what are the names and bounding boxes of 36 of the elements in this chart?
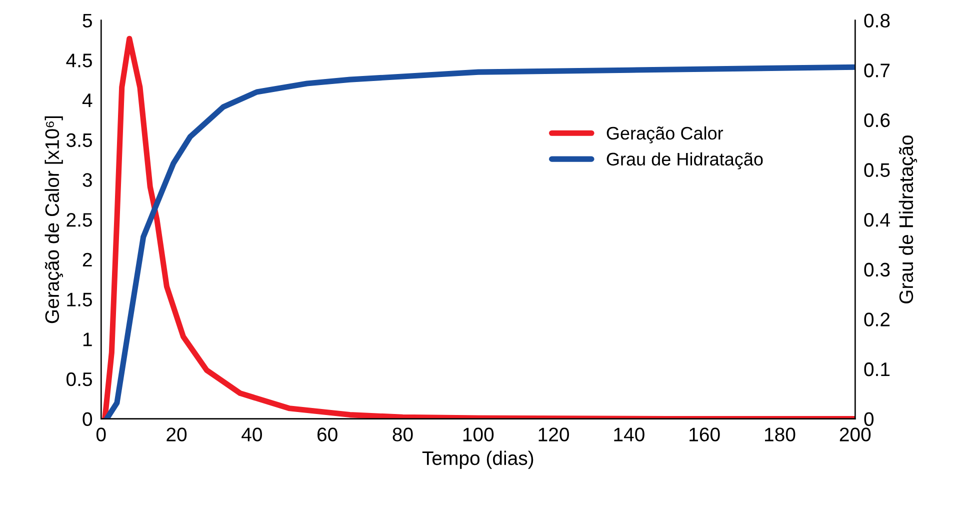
x-tick-label: 40 <box>242 428 262 442</box>
y2-tick-label: 0.7 <box>864 64 890 78</box>
y-tick-label: 0 <box>82 412 92 426</box>
y-tick-label: 5 <box>82 14 92 28</box>
x-tick-label: 60 <box>318 428 338 442</box>
y-tick-label: 2 <box>82 252 92 266</box>
x-tick-label: 160 <box>690 428 720 442</box>
x-tick-label: 180 <box>765 428 796 442</box>
y2-tick-label: 0.1 <box>864 362 890 376</box>
y-tick-label: 3.5 <box>66 133 92 148</box>
y2-tick-label: 0.8 <box>864 14 890 28</box>
y-tick-label: 0.5 <box>66 372 92 386</box>
y2-tick-label: 0 <box>864 412 874 426</box>
x-tick-label: 120 <box>538 428 569 442</box>
y-tick-label: 4.5 <box>66 54 92 68</box>
y-tick-label: 1.5 <box>67 292 92 306</box>
y-tick-label: 2.5 <box>66 213 92 227</box>
y2-tick-label: 0.5 <box>864 163 890 177</box>
y2-tick-label: 0.2 <box>864 312 890 326</box>
x-tick-label: 20 <box>166 428 187 442</box>
x-tick-label: 80 <box>392 428 413 442</box>
y2-tick-label: 0.6 <box>864 113 890 128</box>
y2-tick-label: 0.3 <box>864 262 890 277</box>
x-tick-label: 140 <box>614 428 644 442</box>
legend-label: Geração Calor <box>606 126 724 144</box>
y-tick-label: 3 <box>82 173 92 187</box>
x-axis-title: Tempo (dias) <box>422 450 534 469</box>
y-tick-label: 1 <box>83 332 92 346</box>
x-tick-label: 100 <box>463 428 494 442</box>
y-tick-label: 4 <box>82 94 92 108</box>
x-tick-label: 0 <box>96 428 106 442</box>
y-axis-title: Geração de Calor [x10⁶] <box>44 116 63 324</box>
legend-label: Grau de Hidratação <box>606 152 763 170</box>
y2-tick-label: 0.4 <box>864 213 890 227</box>
y2-axis-title: Grau de Hidratação <box>898 135 918 304</box>
x-tick-label: 200 <box>840 428 871 442</box>
